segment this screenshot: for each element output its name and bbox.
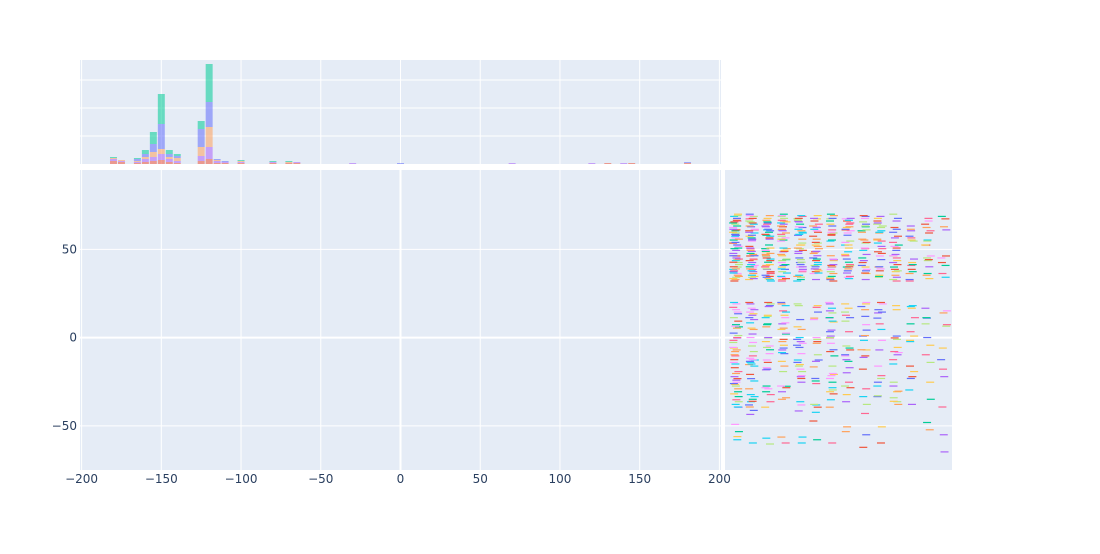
histogram-bar: [620, 163, 628, 164]
histogram-bar: [684, 162, 692, 163]
histogram-bar: [141, 150, 149, 154]
histogram-bar: [109, 157, 117, 158]
right-rug-area: [725, 170, 952, 470]
histogram-bar: [269, 162, 277, 163]
histogram-bar: [205, 64, 213, 102]
histogram-bar: [149, 144, 157, 152]
histogram-bar: [205, 159, 213, 164]
histogram-bar: [397, 163, 404, 164]
grid-layer: [80, 60, 952, 470]
histogram-bar: [508, 163, 516, 164]
histogram-bar: [213, 159, 221, 160]
histogram-bar: [197, 147, 205, 156]
histogram-bar: [221, 163, 229, 164]
histogram-bar: [117, 162, 125, 164]
histogram-bar: [173, 158, 181, 161]
histogram-bar: [133, 159, 141, 161]
histogram-bar: [205, 102, 213, 127]
histogram-bar: [269, 161, 277, 162]
rug-marks: [729, 213, 951, 453]
histogram-bar: [157, 94, 165, 124]
tick-labels: −200 −150 −100 −50 0 50 100 150 200 −50 0 50: [52, 242, 731, 486]
histogram-bar: [588, 163, 596, 164]
histogram-bar: [237, 163, 245, 164]
histogram-bar: [165, 159, 173, 162]
histogram-bar: [213, 161, 221, 163]
histogram-bar: [197, 161, 205, 164]
histogram-bar: [173, 154, 181, 156]
histogram-bar: [205, 127, 213, 147]
histogram-bar: [269, 163, 277, 164]
histogram-bar: [173, 163, 181, 164]
histogram-bar: [157, 149, 165, 154]
histogram-bar: [285, 163, 293, 164]
histogram-bar: [213, 163, 221, 164]
histogram-bar: [157, 154, 165, 160]
histogram-bar: [173, 156, 181, 158]
y-tick-label: 0: [69, 331, 77, 345]
histogram-bar: [221, 162, 229, 163]
histogram-bar: [165, 154, 173, 157]
x-tick-label: −100: [225, 472, 258, 486]
histogram-bars: [109, 64, 692, 164]
histogram-bar: [165, 162, 173, 164]
histogram-bar: [237, 160, 245, 161]
histogram-bar: [117, 160, 125, 161]
histogram-bar: [141, 154, 149, 157]
x-tick-label: 50: [473, 472, 488, 486]
histogram-bar: [109, 159, 117, 161]
histogram-bar: [133, 161, 141, 162]
histogram-bar: [205, 147, 213, 159]
histogram-bar: [141, 162, 149, 164]
histogram-bar: [197, 156, 205, 161]
histogram-bar: [293, 163, 301, 164]
x-tick-label: 0: [397, 472, 405, 486]
histogram-bar: [684, 163, 692, 164]
histogram-bar: [133, 162, 141, 163]
histogram-bar: [197, 129, 205, 147]
histogram-bar: [149, 161, 157, 164]
histogram-bar: [237, 162, 245, 163]
x-tick-label: 200: [708, 472, 731, 486]
x-tick-label: −150: [145, 472, 178, 486]
histogram-bar: [149, 152, 157, 157]
histogram-bar: [117, 161, 125, 162]
histogram-bar: [149, 132, 157, 144]
histogram-bar: [109, 158, 117, 159]
histogram-bar: [157, 124, 165, 149]
histogram-bar: [165, 157, 173, 159]
histogram-bar: [628, 163, 636, 164]
histogram-bar: [349, 163, 357, 164]
histogram-bar: [293, 162, 301, 163]
histogram-bar: [237, 161, 245, 162]
x-tick-label: −200: [65, 472, 98, 486]
histogram-bar: [213, 160, 221, 161]
histogram-bar: [149, 157, 157, 161]
histogram-bar: [109, 161, 117, 164]
histogram-bar: [285, 161, 293, 162]
x-tick-label: −50: [308, 472, 333, 486]
histogram-bar: [173, 161, 181, 163]
histogram-bar: [141, 157, 149, 159]
histogram-bar: [197, 121, 205, 129]
histogram-bar: [157, 160, 165, 164]
histogram-bar: [141, 159, 149, 162]
histogram-bar: [165, 150, 173, 154]
x-tick-label: 150: [628, 472, 651, 486]
histogram-bar: [604, 163, 612, 164]
x-tick-label: 100: [548, 472, 571, 486]
histogram-bar: [285, 162, 293, 163]
histogram-bar: [221, 161, 229, 162]
y-tick-label: −50: [52, 419, 77, 433]
histogram-bar: [133, 163, 141, 164]
y-tick-label: 50: [62, 242, 77, 256]
histogram-bar: [133, 158, 141, 159]
